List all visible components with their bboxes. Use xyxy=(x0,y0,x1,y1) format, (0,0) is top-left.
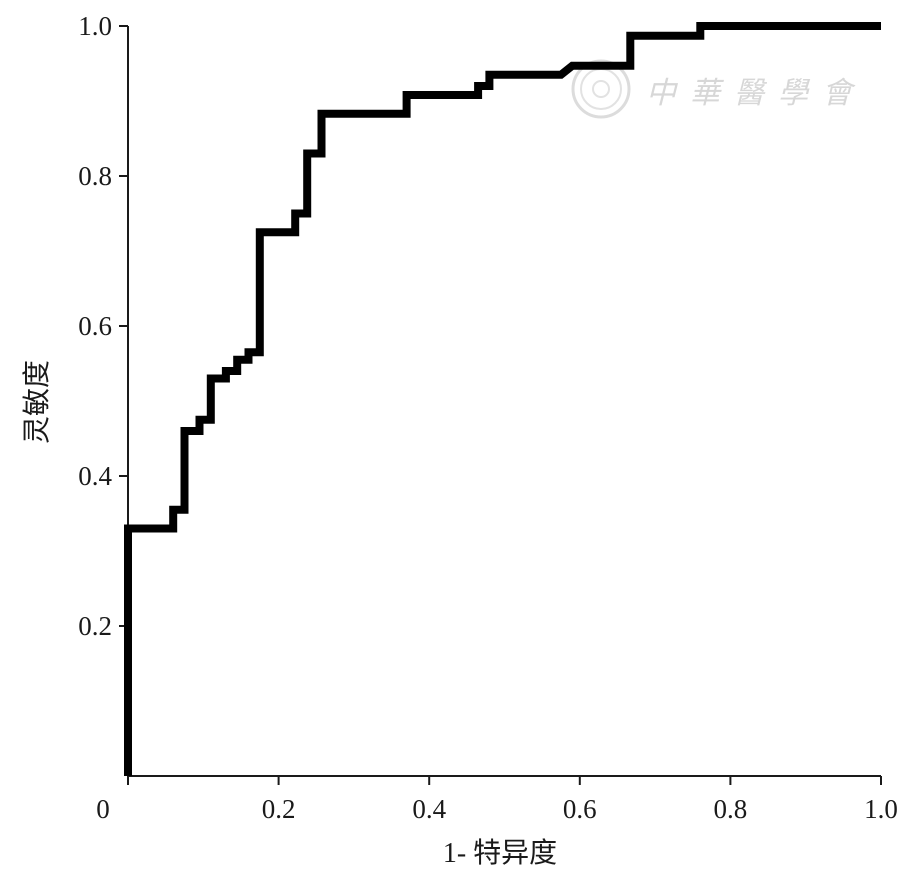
y-axis-title: 灵敏度 xyxy=(21,360,53,444)
watermark: 中華醫學會 xyxy=(571,59,866,119)
y-tick-label: 0.8 xyxy=(78,161,112,191)
series xyxy=(124,22,881,776)
x-tick-label: 0.6 xyxy=(563,794,597,824)
x-tick-label: 1.0 xyxy=(864,794,898,824)
x-tick-label: 0.2 xyxy=(262,794,296,824)
y-tick-label: 0.4 xyxy=(78,461,112,491)
y-tick-label: 1.0 xyxy=(78,11,112,41)
y-tick-label: 0.6 xyxy=(78,311,112,341)
x-tick-label: 0.4 xyxy=(412,794,446,824)
x-tick-label: 0 xyxy=(96,794,110,824)
y-tick-label: 0.2 xyxy=(78,611,112,641)
x-axis-title: 1- 特异度 xyxy=(443,837,557,869)
roc-curve-line xyxy=(124,22,881,776)
x-tick-label: 0.8 xyxy=(714,794,748,824)
axes: 0 0.2 0.4 0.6 0.8 1.0 0.2 0.4 0.6 0.8 1.0 xyxy=(78,11,898,824)
watermark-text: 中華醫學會 xyxy=(646,76,866,111)
